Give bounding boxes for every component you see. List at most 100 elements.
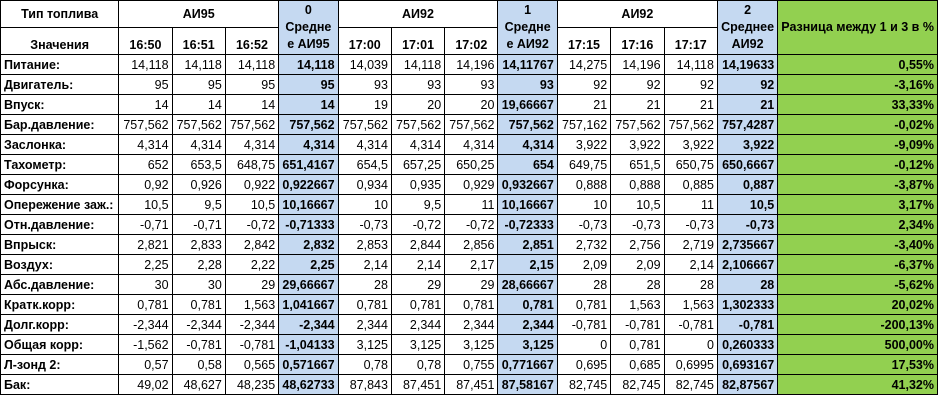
value-cell[interactable]: 0,935 [390,174,446,195]
value-cell[interactable]: 21 [610,94,665,115]
value-cell[interactable]: 757,562 [610,114,665,135]
difference-cell[interactable]: -0,12% [777,154,938,175]
value-cell[interactable]: 14,118 [118,54,173,75]
value-cell[interactable]: 28 [610,274,665,295]
value-cell[interactable]: -0,781 [224,334,280,355]
average-cell[interactable]: 28 [716,274,779,295]
value-cell[interactable]: 2,853 [337,234,392,255]
value-cell[interactable]: 2,344 [390,314,446,335]
value-cell[interactable]: 2,17 [444,254,499,275]
row-label[interactable]: Долг.корр: [0,314,120,335]
value-cell[interactable]: 2,22 [224,254,280,275]
value-cell[interactable]: 28 [663,274,718,295]
value-cell[interactable]: 0,781 [556,294,612,315]
value-cell[interactable]: 2,856 [444,234,499,255]
average-cell[interactable]: -1,04133 [278,334,339,355]
value-cell[interactable]: 757,562 [444,114,499,135]
average-cell[interactable]: 28,66667 [497,274,558,295]
value-cell[interactable]: 14,275 [556,54,612,75]
value-cell[interactable]: 0,885 [663,174,718,195]
value-cell[interactable]: 0,6995 [663,354,718,375]
value-cell[interactable]: 14 [118,94,173,115]
difference-cell[interactable]: -9,09% [777,134,938,155]
average-cell[interactable]: 0,781 [497,294,558,315]
difference-cell[interactable]: 20,02% [777,294,938,315]
value-cell[interactable]: 757,562 [337,114,392,135]
value-cell[interactable]: 82,745 [663,374,718,395]
value-cell[interactable]: 2,344 [337,314,392,335]
value-cell[interactable]: -0,72 [444,214,499,235]
value-cell[interactable]: 3,125 [390,334,446,355]
value-cell[interactable]: 757,562 [171,114,226,135]
average-cell[interactable]: 14 [278,94,339,115]
value-cell[interactable]: 649,75 [556,154,612,175]
average-cell[interactable]: 0,571667 [278,354,339,375]
value-cell[interactable]: 29 [444,274,499,295]
average-cell[interactable]: 654 [497,154,558,175]
row-label[interactable]: Тахометр: [0,154,120,175]
row-label[interactable]: Заслонка: [0,134,120,155]
difference-cell[interactable]: 3,17% [777,194,938,215]
value-cell[interactable]: 30 [171,274,226,295]
value-cell[interactable]: -0,73 [610,214,665,235]
value-cell[interactable]: 0,685 [610,354,665,375]
value-cell[interactable]: 657,25 [390,154,446,175]
average-cell[interactable]: 3,922 [716,134,779,155]
value-cell[interactable]: 14 [171,94,226,115]
value-cell[interactable]: 2,14 [390,254,446,275]
value-cell[interactable]: 95 [118,74,173,95]
value-cell[interactable]: 0,888 [556,174,612,195]
value-cell[interactable]: 2,756 [610,234,665,255]
row-label[interactable]: Воздух: [0,254,120,275]
average-cell[interactable]: -2,344 [278,314,339,335]
row-label[interactable]: Бар.давление: [0,114,120,135]
row-label[interactable]: Опережение заж.: [0,194,120,215]
average-cell[interactable]: 757,562 [278,114,339,135]
average-cell[interactable]: 2,344 [497,314,558,335]
average-cell[interactable]: 2,851 [497,234,558,255]
value-cell[interactable]: 14,118 [171,54,226,75]
average-cell[interactable]: 2,832 [278,234,339,255]
row-label[interactable]: Общая корр: [0,334,120,355]
value-cell[interactable]: 0,781 [444,294,499,315]
average-cell[interactable]: 10,16667 [278,194,339,215]
average-cell[interactable]: 87,58167 [497,374,558,395]
value-cell[interactable]: 9,5 [390,194,446,215]
value-cell[interactable]: 2,344 [444,314,499,335]
value-cell[interactable]: 11 [444,194,499,215]
difference-cell[interactable]: 17,53% [777,354,938,375]
value-cell[interactable]: 14,196 [444,54,499,75]
value-cell[interactable]: 21 [556,94,612,115]
value-cell[interactable]: 95 [171,74,226,95]
value-cell[interactable]: 653,5 [171,154,226,175]
value-cell[interactable]: 648,75 [224,154,280,175]
value-cell[interactable]: -1,562 [118,334,173,355]
value-cell[interactable]: 92 [663,74,718,95]
value-cell[interactable]: 0 [556,334,612,355]
value-cell[interactable]: 2,09 [610,254,665,275]
average-cell[interactable]: 19,66667 [497,94,558,115]
value-cell[interactable]: 14,118 [663,54,718,75]
average-cell[interactable]: 757,4287 [716,114,779,135]
value-cell[interactable]: 650,75 [663,154,718,175]
value-cell[interactable]: 2,14 [337,254,392,275]
value-cell[interactable]: 93 [390,74,446,95]
value-cell[interactable]: 4,314 [337,134,392,155]
value-cell[interactable]: 0,78 [390,354,446,375]
value-cell[interactable]: 0,934 [337,174,392,195]
value-cell[interactable]: 0,929 [444,174,499,195]
average-cell[interactable]: 48,62733 [278,374,339,395]
row-label[interactable]: Бак: [0,374,120,395]
value-cell[interactable]: 757,562 [390,114,446,135]
average-cell[interactable]: 2,735667 [716,234,779,255]
value-cell[interactable]: 4,314 [224,134,280,155]
value-cell[interactable]: 87,451 [390,374,446,395]
value-cell[interactable]: 2,844 [390,234,446,255]
average-cell[interactable]: 14,11767 [497,54,558,75]
difference-cell[interactable]: 0,55% [777,54,938,75]
difference-cell[interactable]: -200,13% [777,314,938,335]
value-cell[interactable]: 20 [390,94,446,115]
value-cell[interactable]: 3,922 [663,134,718,155]
value-cell[interactable]: 757,562 [118,114,173,135]
average-cell[interactable]: 1,041667 [278,294,339,315]
